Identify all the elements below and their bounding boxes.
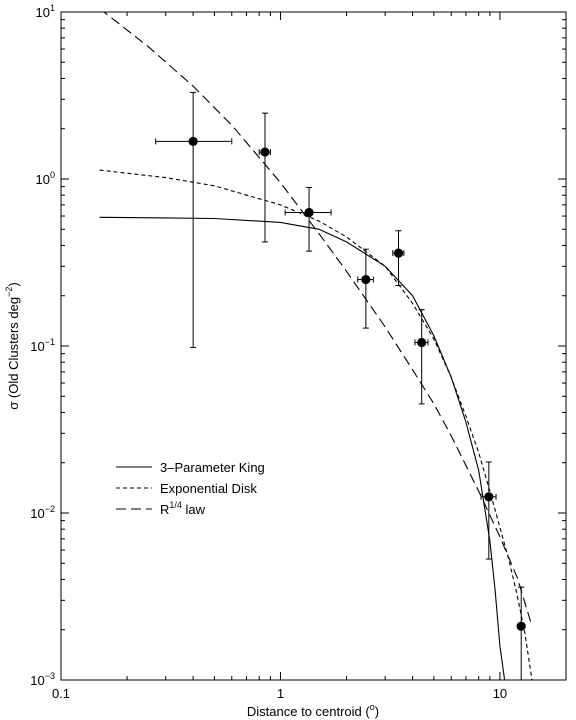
data-point-group — [480, 461, 497, 560]
data-point-group — [357, 248, 374, 329]
y-axis-label-close: ) — [6, 282, 21, 286]
r14-law-curve — [103, 12, 533, 627]
x-tick-label: 10 — [493, 686, 507, 701]
legend-label-exponential: Exponential Disk — [160, 481, 257, 496]
data-point-group — [155, 91, 233, 348]
data-point — [304, 207, 314, 218]
x-tick-label: 0.1 — [52, 686, 70, 701]
x-axis-label: Distance to centroid (o) — [247, 702, 379, 719]
x-axis-label-text: Distance to centroid ( — [247, 704, 371, 719]
model-curves — [99, 12, 533, 680]
data-point — [361, 274, 371, 285]
y-tick-label-base: 10 — [36, 5, 50, 20]
exponential-disk-curve — [99, 169, 533, 680]
y-tick-label-exponent: 1 — [50, 3, 55, 13]
y-tick-label-base: 10 — [30, 506, 44, 521]
data-point — [417, 337, 427, 348]
legend: 3–Parameter King Exponential Disk R1/4 l… — [116, 460, 265, 517]
data-points — [155, 91, 526, 680]
data-point — [393, 248, 404, 258]
y-tick-label-base: 10 — [36, 172, 50, 187]
data-point — [260, 147, 270, 157]
y-tick-label-exponent: −1 — [45, 337, 55, 347]
king-curve — [99, 216, 506, 680]
legend-label-r14-sup: 1/4 — [169, 500, 182, 510]
legend-label-r14-tail: law — [182, 502, 206, 517]
y-tick-label: 10−3 — [30, 671, 55, 688]
data-point-group — [284, 186, 332, 252]
legend-label-r14: R1/4 law — [160, 500, 206, 517]
y-tick-label: 10−2 — [30, 504, 55, 521]
y-tick-label: 101 — [36, 3, 55, 20]
y-axis-label-text: σ (Old Clusters deg — [6, 297, 21, 410]
x-axis: 0.1 1 10 — [52, 12, 567, 701]
x-tick-label: 1 — [277, 686, 284, 701]
y-tick-label-base: 10 — [30, 673, 44, 688]
x-axis-label-close: ) — [375, 704, 379, 719]
y-tick-label-base: 10 — [30, 339, 44, 354]
y-axis-label-exponent: −2 — [4, 287, 14, 297]
legend-label-r14-base: R — [160, 502, 169, 517]
legend-label-king: 3–Parameter King — [160, 460, 265, 475]
y-tick-label-exponent: −2 — [45, 504, 55, 514]
y-axis-label: σ (Old Clusters deg−2) — [4, 282, 21, 409]
data-point-group — [392, 230, 405, 287]
y-tick-label: 10−1 — [30, 337, 55, 354]
y-tick-label-exponent: 0 — [50, 170, 55, 180]
data-point — [516, 621, 526, 631]
y-tick-label-exponent: −3 — [45, 671, 55, 681]
y-tick-label: 100 — [36, 170, 55, 187]
x-axis-label-degree: o — [370, 702, 375, 712]
data-point-group — [414, 309, 429, 405]
data-point — [188, 136, 198, 146]
data-point-group — [516, 586, 526, 680]
data-point — [484, 492, 494, 502]
data-point-group — [258, 112, 271, 243]
plot-frame — [60, 11, 567, 681]
